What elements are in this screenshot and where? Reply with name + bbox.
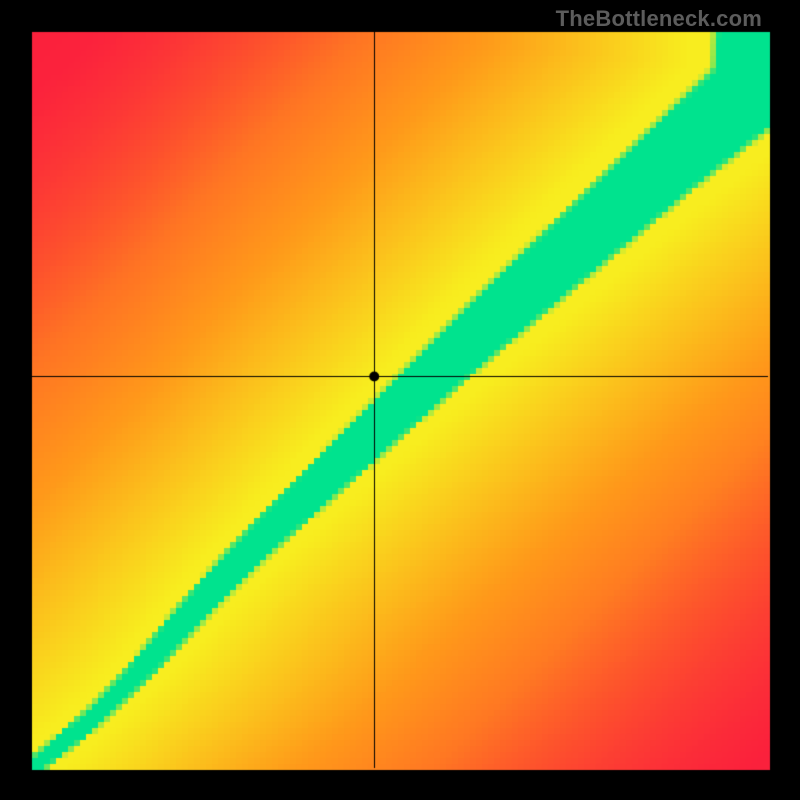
watermark-label: TheBottleneck.com	[556, 6, 762, 32]
bottleneck-heatmap	[0, 0, 800, 800]
